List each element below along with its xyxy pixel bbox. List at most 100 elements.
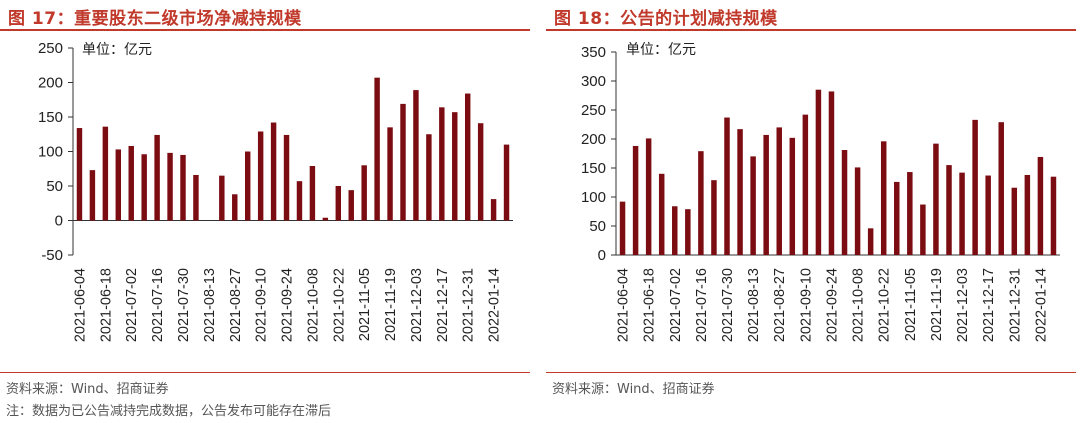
left-bar xyxy=(219,175,225,221)
right-bar xyxy=(841,150,848,255)
right-bar xyxy=(672,206,678,255)
left-x-tick-label: 2022-01-14 xyxy=(487,268,503,342)
left-bar xyxy=(193,174,199,221)
right-x-tick-label: 2021-12-03 xyxy=(955,268,971,342)
right-bar xyxy=(920,204,926,255)
right-x-tick-label: 2021-07-30 xyxy=(720,268,736,342)
left-bar xyxy=(400,103,406,221)
right-x-tick-label: 2021-11-19 xyxy=(929,268,945,341)
right-x-tick-label: 2021-10-22 xyxy=(877,268,893,342)
right-bar xyxy=(776,127,782,255)
right-bar xyxy=(972,119,978,255)
right-bar xyxy=(724,117,730,255)
left-x-tick-label: 2021-07-16 xyxy=(150,268,166,342)
left-y-tick-label: 200 xyxy=(38,75,63,92)
left-bar xyxy=(452,112,458,221)
right-bar xyxy=(619,201,626,255)
right-bar xyxy=(828,91,835,255)
right-y-tick-label: 250 xyxy=(581,102,606,119)
left-bar xyxy=(180,154,186,221)
right-bar xyxy=(907,172,913,255)
right-x-tick-label: 2021-08-27 xyxy=(772,268,788,342)
left-bar xyxy=(244,151,251,221)
right-title-rule xyxy=(546,29,1076,31)
left-bar xyxy=(154,134,160,221)
left-y-tick-label: 100 xyxy=(38,144,63,161)
left-x-tick-label: 2021-11-19 xyxy=(383,268,399,341)
left-bar xyxy=(257,131,264,221)
right-bar xyxy=(645,138,652,255)
right-y-tick-label: 300 xyxy=(581,73,606,90)
right-y-tick-label: 350 xyxy=(581,44,606,61)
right-bar xyxy=(867,228,874,255)
right-x-tick-label: 2021-12-17 xyxy=(981,268,997,342)
left-x-tick-label: 2021-12-17 xyxy=(435,268,451,342)
right-bar xyxy=(998,122,1004,256)
left-x-tick-label: 2021-06-18 xyxy=(98,268,114,342)
left-bar xyxy=(141,154,147,221)
left-bar xyxy=(374,77,380,221)
right-bar xyxy=(1024,174,1031,255)
left-bar xyxy=(413,90,419,221)
left-bar xyxy=(490,199,497,221)
right-chart: 单位：亿元 0 50 100 150 200 250 300 350 2021-06-04 202… xyxy=(581,41,1060,342)
right-x-tick-label: 2021-12-31 xyxy=(1007,268,1023,342)
right-bar xyxy=(1037,156,1044,255)
left-x-tick-label: 2021-09-10 xyxy=(254,268,270,342)
left-bar xyxy=(464,93,471,221)
right-bar xyxy=(711,180,717,255)
right-bar xyxy=(698,151,704,255)
left-y-tick-label: 0 xyxy=(55,213,63,230)
right-bar xyxy=(946,165,952,255)
left-bar xyxy=(128,145,134,221)
left-bar xyxy=(232,194,238,221)
right-bar xyxy=(763,134,769,255)
left-y-tick-label: 50 xyxy=(46,178,63,195)
left-x-tick-label: 2021-07-02 xyxy=(124,268,140,342)
right-chart-panel: 图 18：公告的计划减持规模 单位：亿元 0 50 100 150 200 250 300 3… xyxy=(546,0,1080,423)
right-y-tick-label: 0 xyxy=(598,247,606,264)
right-unit-label: 单位：亿元 xyxy=(626,41,696,57)
right-source-text: 资料来源：Wind、招商证券 xyxy=(552,382,715,397)
right-bar xyxy=(1050,176,1057,255)
right-bar xyxy=(737,129,743,255)
right-bar xyxy=(854,167,861,255)
right-x-tick-label: 2021-07-02 xyxy=(668,268,684,342)
right-x-tick-label: 2021-06-18 xyxy=(642,268,658,342)
right-bar xyxy=(802,114,809,255)
right-bar xyxy=(1011,187,1018,255)
left-x-tick-label: 2021-08-13 xyxy=(202,268,218,342)
right-bar xyxy=(750,156,756,255)
left-y-tick-label: 150 xyxy=(38,109,63,126)
right-y-tick-label: 150 xyxy=(581,160,606,177)
left-bar xyxy=(426,134,432,221)
right-x-tick-label: 2021-11-05 xyxy=(903,268,919,341)
left-bar xyxy=(270,122,277,221)
left-bar xyxy=(503,144,510,221)
left-x-tick-label: 2021-12-03 xyxy=(409,268,425,342)
right-bar xyxy=(632,145,639,255)
left-bar xyxy=(361,165,367,221)
right-bar xyxy=(985,175,991,255)
right-x-tick-label: 2021-07-16 xyxy=(694,268,710,342)
right-bar xyxy=(789,137,796,255)
left-bar xyxy=(309,165,316,221)
left-x-tick-label: 2021-08-27 xyxy=(228,268,244,342)
right-y-tick-label: 200 xyxy=(581,131,606,148)
right-source-rule xyxy=(546,372,1076,373)
left-x-tick-label: 2021-11-05 xyxy=(357,268,373,341)
right-x-tick-label: 2022-01-14 xyxy=(1033,268,1049,342)
left-y-tick-label: 250 xyxy=(38,40,63,57)
right-bar xyxy=(658,173,665,255)
left-y-tick-label: -50 xyxy=(41,247,63,264)
right-y-tick-label: 50 xyxy=(589,218,606,235)
left-bar xyxy=(477,123,484,221)
right-bar xyxy=(959,172,965,255)
right-x-tick-label: 2021-06-04 xyxy=(616,268,632,342)
right-chart-title: 图 18：公告的计划减持规模 xyxy=(554,9,778,29)
right-bar xyxy=(880,141,887,255)
left-x-tick-label: 2021-12-31 xyxy=(461,268,477,342)
left-bar xyxy=(167,152,173,221)
right-x-tick-label: 2021-09-24 xyxy=(824,268,840,342)
right-x-tick-label: 2021-09-10 xyxy=(798,268,814,342)
